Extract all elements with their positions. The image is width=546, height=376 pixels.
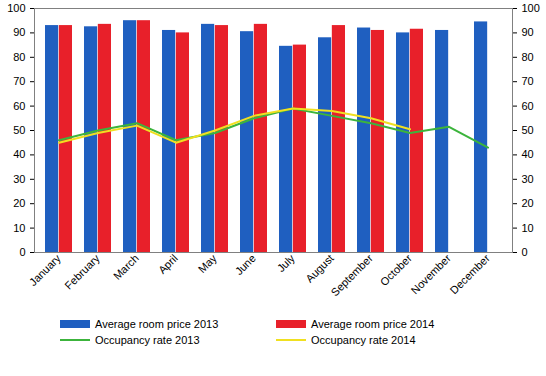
html-text:Occupancy rate 2013: Occupancy rate 2013	[95, 334, 200, 346]
svg-text:August: August	[303, 252, 336, 285]
html-text:Average room price 2013: Average room price 2013	[95, 318, 219, 330]
svg-text:30: 30	[13, 173, 25, 185]
svg-text:100: 100	[522, 2, 540, 14]
svg-text:0: 0	[522, 246, 528, 258]
svg-text:February: February	[62, 252, 102, 292]
svg-text:50: 50	[522, 124, 534, 136]
svg-text:60: 60	[13, 100, 25, 112]
svg-text:80: 80	[13, 51, 25, 63]
html-text:Average room price 2014: Average room price 2014	[311, 318, 435, 330]
svg-text:July: July	[275, 252, 298, 275]
html-text:Occupancy rate 2014: Occupancy rate 2014	[311, 334, 416, 346]
svg-text:January: January	[27, 252, 64, 289]
svg-text:April: April	[156, 252, 180, 276]
svg-text:90: 90	[13, 26, 25, 38]
svg-text:June: June	[233, 252, 258, 277]
svg-text:80: 80	[522, 51, 534, 63]
svg-text:20: 20	[13, 197, 25, 209]
svg-text:90: 90	[522, 26, 534, 38]
svg-text:70: 70	[522, 75, 534, 87]
svg-text:60: 60	[522, 100, 534, 112]
svg-text:10: 10	[522, 222, 534, 234]
svg-text:November: November	[409, 252, 454, 297]
svg-text:30: 30	[522, 173, 534, 185]
svg-text:May: May	[196, 252, 220, 276]
svg-text:70: 70	[13, 75, 25, 87]
svg-text:September: September	[328, 252, 375, 299]
svg-text:100: 100	[7, 2, 25, 14]
svg-text:50: 50	[13, 124, 25, 136]
svg-text:40: 40	[13, 148, 25, 160]
svg-text:October: October	[378, 252, 414, 288]
svg-text:40: 40	[522, 148, 534, 160]
svg-text:0: 0	[19, 246, 25, 258]
svg-text:December: December	[448, 252, 493, 297]
svg-text:10: 10	[13, 222, 25, 234]
svg-text:20: 20	[522, 197, 534, 209]
svg-text:March: March	[111, 252, 141, 282]
